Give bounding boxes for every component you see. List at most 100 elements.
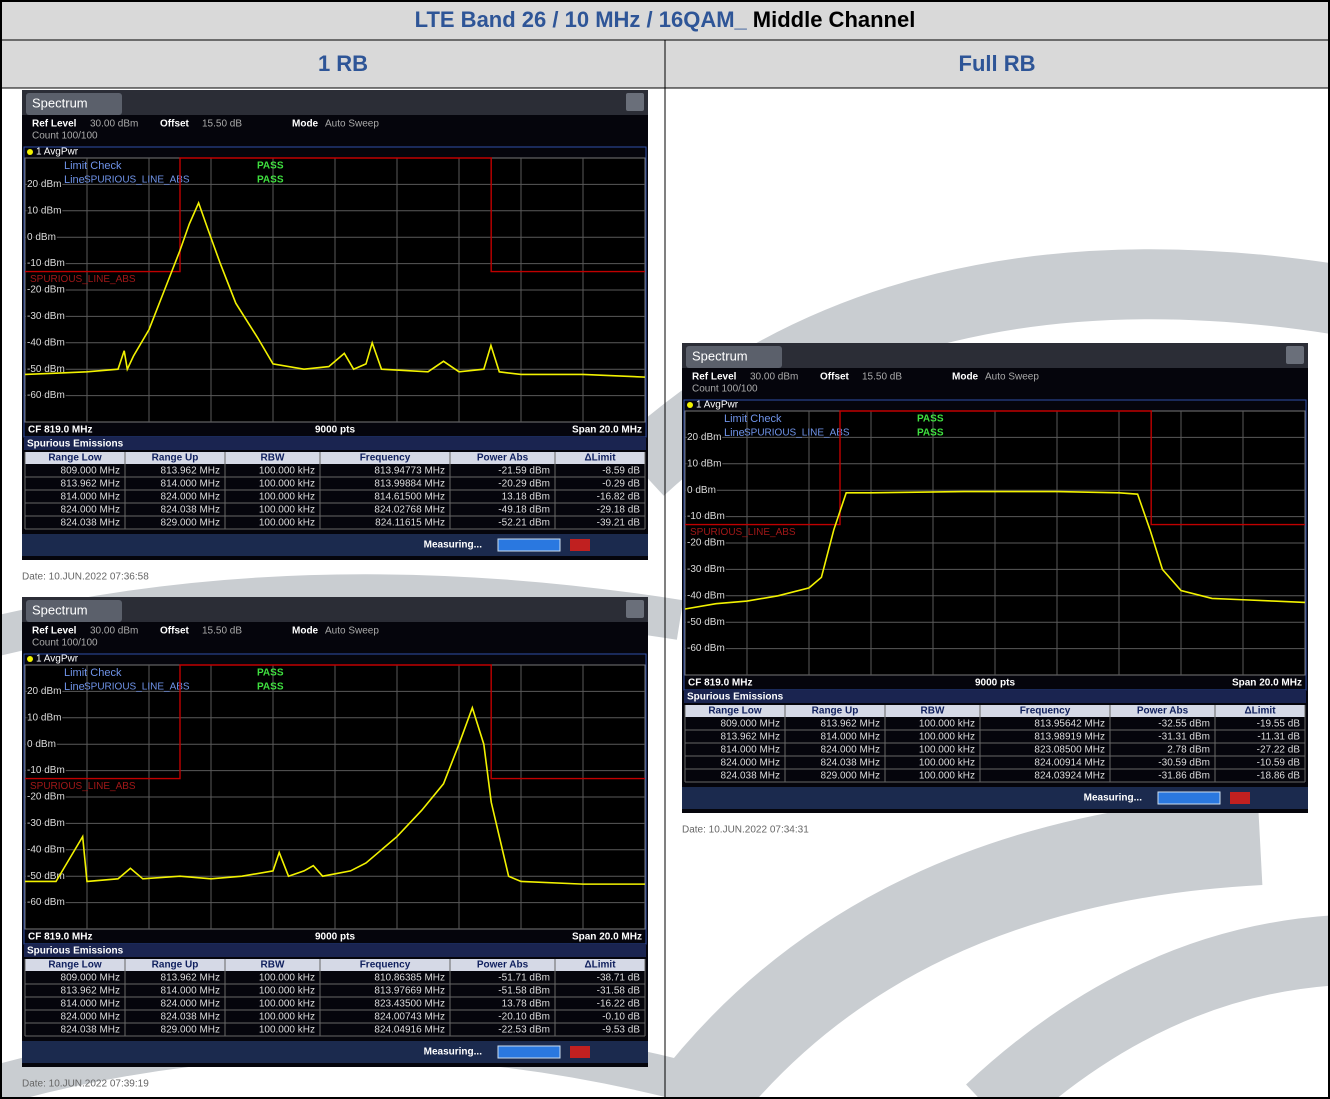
table-cell: -18.86 dB	[1257, 771, 1301, 782]
count: Count 100/100	[32, 131, 98, 142]
y-tick-label: -50 dBm	[687, 617, 725, 628]
table-cell: -0.10 dB	[602, 1012, 640, 1023]
y-tick-label: 20 dBm	[687, 432, 721, 443]
status-bar	[682, 787, 1308, 809]
span: Span 20.0 MHz	[1232, 678, 1302, 689]
y-tick-label: 0 dBm	[687, 485, 716, 496]
status-bar	[22, 1041, 648, 1063]
table-title-bg	[24, 437, 646, 450]
line-result: PASS	[257, 175, 284, 186]
table-cell: 809.000 MHz	[61, 466, 120, 477]
table-cell: 824.000 MHz	[821, 745, 880, 756]
menu-icon	[626, 93, 644, 111]
table-cell: -9.53 dB	[602, 1025, 640, 1036]
table-cell: 809.000 MHz	[61, 973, 120, 984]
table-cell: 813.962 MHz	[161, 973, 220, 984]
table-cell: 824.000 MHz	[61, 1012, 120, 1023]
line-label: Line	[724, 427, 745, 439]
table-cell: 13.78 dBm	[502, 999, 550, 1010]
ref-level-label: Ref Level	[692, 372, 737, 383]
table-header: ΔLimit	[584, 453, 616, 464]
table-cell: 824.038 MHz	[161, 1012, 220, 1023]
tab	[26, 600, 122, 622]
check-result: PASS	[257, 161, 284, 172]
table-header: Frequency	[1020, 706, 1071, 717]
span: Span 20.0 MHz	[572, 425, 642, 436]
y-tick-label: -60 dBm	[27, 390, 65, 401]
progress-bar	[497, 538, 561, 552]
table-header: ΔLimit	[584, 960, 616, 971]
table-cell: 100.000 kHz	[919, 771, 975, 782]
limit-line	[685, 410, 1305, 526]
y-tick-label: 0 dBm	[27, 739, 56, 750]
table-cell: 814.000 MHz	[821, 732, 880, 743]
table-cell: 814.61500 MHz	[374, 492, 445, 503]
count: Count 100/100	[692, 384, 758, 395]
y-tick-label: -60 dBm	[27, 897, 65, 908]
table-cell: 100.000 kHz	[259, 492, 315, 503]
table-cell: -16.22 dB	[597, 999, 641, 1010]
table-cell: -38.71 dB	[597, 973, 641, 984]
table-cell: -31.58 dB	[597, 986, 641, 997]
table-cell: 824.038 MHz	[61, 1025, 120, 1036]
table-cell: -39.21 dB	[597, 518, 641, 529]
table-cell: -20.10 dBm	[498, 1012, 550, 1023]
analyzer-screenshot: Spectrum Ref Level 30.00 dBm Offset 15.50 dB…	[682, 343, 1308, 836]
check-result: PASS	[917, 414, 944, 425]
y-tick-label: -30 dBm	[27, 311, 65, 322]
tab-label: Spectrum	[692, 348, 748, 363]
status: Measuring...	[1084, 793, 1143, 804]
status-icon	[570, 1046, 590, 1058]
check-result: PASS	[257, 668, 284, 679]
table-cell: 824.00914 MHz	[1034, 758, 1105, 769]
date: Date: 10.JUN.2022 07:39:19	[22, 1079, 149, 1090]
offset-label: Offset	[160, 626, 190, 637]
table-cell: 824.00743 MHz	[374, 1012, 445, 1023]
offset-label: Offset	[820, 372, 850, 383]
table-cell: 824.000 MHz	[161, 492, 220, 503]
table-cell: 824.000 MHz	[61, 505, 120, 516]
table-cell: 813.99884 MHz	[374, 479, 445, 490]
mode-label: Mode	[292, 626, 319, 637]
table-header-bg	[25, 959, 645, 971]
progress-bar	[1157, 791, 1221, 805]
table-cell: 13.18 dBm	[502, 492, 550, 503]
table-cell: -10.59 dB	[1257, 758, 1301, 769]
table-cell: 814.000 MHz	[61, 999, 120, 1010]
table-cell: 813.962 MHz	[61, 986, 120, 997]
table-cell: -20.29 dBm	[498, 479, 550, 490]
ref-level: 30.00 dBm	[90, 626, 138, 637]
tab-label: Spectrum	[32, 602, 88, 617]
table-cell: -29.18 dB	[597, 505, 641, 516]
table-cell: 824.038 MHz	[821, 758, 880, 769]
table-cell: 100.000 kHz	[919, 745, 975, 756]
mode: Auto Sweep	[325, 119, 379, 130]
title-main: LTE Band 26 / 10 MHz / 16QAM_	[415, 7, 748, 32]
table-header: RBW	[261, 960, 285, 971]
ref-level-label: Ref Level	[32, 626, 77, 637]
ref-level: 30.00 dBm	[750, 372, 798, 383]
line-label: Line	[64, 681, 85, 693]
table-cell: 813.98919 MHz	[1034, 732, 1105, 743]
y-tick-label: -40 dBm	[27, 337, 65, 348]
offset: 15.50 dB	[862, 372, 902, 383]
status: Measuring...	[424, 1047, 483, 1058]
tab-bar	[682, 343, 1308, 368]
table-title-bg	[684, 690, 1306, 703]
table-cell: 829.000 MHz	[161, 1025, 220, 1036]
title-suffix: Middle Channel	[753, 7, 916, 32]
progress-bar	[497, 1045, 561, 1059]
table-header: Power Abs	[477, 960, 529, 971]
table-cell: -8.59 dB	[602, 466, 640, 477]
y-tick-label: -20 dBm	[687, 538, 725, 549]
menu-icon	[626, 600, 644, 618]
center-frequency: CF 819.0 MHz	[688, 678, 752, 689]
table-cell: 814.000 MHz	[161, 479, 220, 490]
y-tick-label: -10 dBm	[27, 258, 65, 269]
table-cell: 100.000 kHz	[259, 986, 315, 997]
sweep-points: 9000 pts	[315, 425, 355, 436]
table-header: Range Low	[708, 706, 762, 717]
table-cell: 813.962 MHz	[61, 479, 120, 490]
y-tick-label: 0 dBm	[27, 232, 56, 243]
